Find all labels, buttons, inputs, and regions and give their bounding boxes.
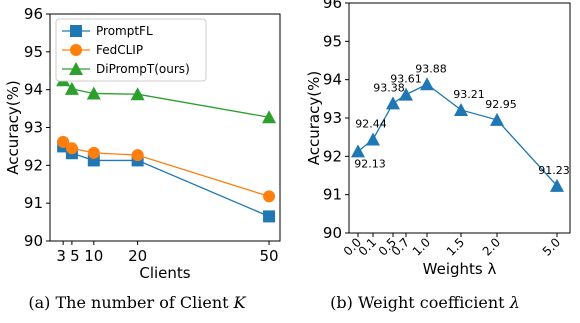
data-label: 91.23 [538, 164, 570, 177]
data-point [386, 96, 400, 110]
x-axis-label: Clients [139, 264, 190, 282]
data-point [131, 149, 144, 162]
x-tick-label: 1.0 [410, 235, 433, 258]
caption-left: (a) The number of Client K [28, 293, 246, 312]
caption-right: (b) Weight coefficient λ [330, 293, 520, 312]
legend-marker [70, 44, 82, 56]
chart-left: 90 91 92 93 94 95 96 3 5 10 20 50 Clients Accuracy(%)… [4, 5, 281, 282]
data-label: 93.38 [373, 81, 405, 94]
data-point [366, 132, 380, 146]
legend-label: PromptFL [96, 24, 153, 38]
data-point [64, 81, 79, 95]
data-label: 92.13 [354, 157, 386, 170]
y-tick-label: 94 [24, 81, 43, 99]
y-tick-label: 93 [24, 119, 43, 137]
y-tick-label: 91 [323, 186, 342, 204]
data-point [263, 190, 276, 203]
y-tick-label: 90 [24, 232, 43, 250]
legend-label: FedCLIP [96, 43, 143, 57]
data-point [263, 210, 276, 223]
x-axis-label: Weights λ [423, 260, 497, 278]
legend-box [55, 18, 207, 82]
x-tick-label: 10 [84, 247, 103, 265]
x-tick-label: 5.0 [540, 235, 563, 258]
x-tick-label: 2.0 [480, 235, 503, 258]
x-tick-label: 0.1 [356, 235, 379, 258]
data-point [490, 112, 504, 126]
series-line [357, 83, 558, 187]
data-point [57, 135, 70, 148]
legend-label: DiPrompT(ours) [96, 62, 190, 76]
data-label: 92.95 [485, 98, 517, 111]
y-tick-label: 95 [24, 43, 43, 61]
data-point [130, 87, 145, 101]
y-tick-label: 95 [323, 32, 342, 50]
y-tick-label: 92 [323, 147, 342, 165]
data-point [454, 102, 468, 116]
x-tick-label: 50 [260, 247, 279, 265]
x-tick-label: 20 [128, 247, 147, 265]
y-tick-label: 96 [323, 0, 342, 12]
data-point [86, 86, 101, 100]
data-label: 93.88 [415, 62, 447, 75]
x-tick-label: 1.5 [444, 235, 467, 258]
y-axis-label: Accuracy(%) [4, 80, 22, 174]
data-point [87, 146, 100, 159]
legend-marker [69, 62, 83, 75]
data-point [550, 178, 564, 192]
legend-marker [70, 25, 82, 37]
y-tick-label: 91 [24, 194, 43, 212]
data-point [399, 87, 413, 101]
data-point [65, 142, 78, 155]
legend: PromptFL FedCLIP DiPrompT(ours) [55, 18, 207, 82]
data-label: 93.61 [390, 73, 422, 86]
y-tick-label: 96 [24, 5, 43, 23]
data-point [262, 110, 277, 124]
y-tick-label: 93 [323, 109, 342, 127]
data-label: 93.21 [453, 88, 485, 101]
x-tick-label: 5 [70, 247, 80, 265]
y-axis-label: Accuracy(%) [305, 71, 323, 165]
y-tick-label: 94 [323, 71, 342, 89]
data-label: 92.44 [355, 117, 387, 130]
y-tick-label: 90 [323, 224, 342, 242]
x-tick-label: 3 [56, 247, 66, 265]
data-point [420, 77, 434, 91]
y-tick-label: 92 [24, 156, 43, 174]
data-point [351, 144, 365, 158]
